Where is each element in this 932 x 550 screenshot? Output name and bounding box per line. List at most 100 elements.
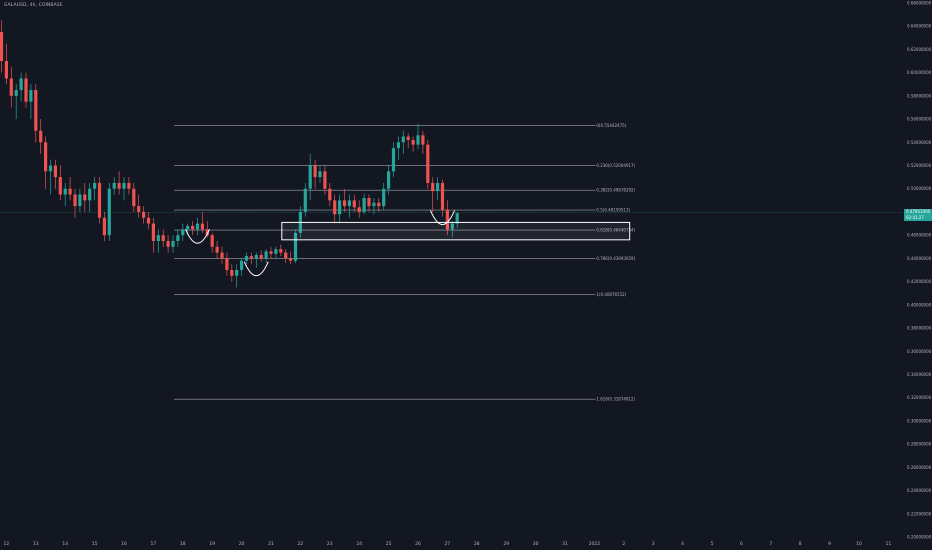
- price-tick-label: 0.62000000: [907, 47, 932, 52]
- candle: [338, 194, 342, 224]
- time-tick-label: 6: [740, 541, 743, 547]
- price-tick-label: 0.42000000: [907, 279, 932, 284]
- price-axis[interactable]: 0.66000000 0.64000000 0.62000000 0.60000000…: [907, 1, 932, 540]
- candle: [181, 223, 185, 241]
- annotations[interactable]: [185, 210, 631, 277]
- candle-body: [19, 78, 23, 91]
- candle: [357, 200, 361, 218]
- candle: [151, 217, 155, 253]
- candle-body: [455, 213, 459, 224]
- candle-body: [391, 148, 396, 172]
- candle: [289, 251, 293, 265]
- candle-body: [254, 254, 258, 259]
- candle-body: [264, 251, 268, 259]
- price-tick-label: 0.46000000: [907, 233, 932, 238]
- candle-body: [29, 90, 33, 102]
- candle: [450, 221, 454, 238]
- candle-body: [382, 188, 386, 207]
- candle-body: [161, 235, 165, 241]
- swing-low-arc: [243, 261, 269, 277]
- candle: [73, 188, 77, 218]
- time-tick-label: 23: [327, 541, 333, 547]
- candle: [29, 84, 33, 120]
- candle-body: [142, 211, 146, 218]
- candle-body: [215, 246, 219, 253]
- time-tick-label: 10: [856, 541, 862, 547]
- candle-body: [122, 182, 126, 189]
- candle: [372, 198, 376, 215]
- candle: [308, 153, 312, 201]
- time-tick-label: 16: [121, 541, 127, 547]
- candle: [230, 264, 234, 282]
- candle-body: [78, 194, 82, 207]
- candle-body: [181, 229, 185, 236]
- time-axis[interactable]: 12 13 14 15 16 17 18 19 20 21 22 23 24 25 26 27 28 29 30 31…: [4, 541, 892, 547]
- time-tick-label: 19: [209, 541, 215, 547]
- candle: [220, 246, 224, 265]
- candle: [225, 252, 229, 276]
- candle-body: [73, 194, 77, 207]
- price-tick-label: 0.54000000: [907, 140, 932, 145]
- candle: [34, 84, 38, 143]
- candle: [352, 194, 356, 212]
- time-tick-label: 4: [681, 541, 684, 547]
- candle-body: [318, 171, 322, 178]
- candle-body: [171, 240, 175, 247]
- time-tick-label: 21: [268, 541, 274, 547]
- candle-body: [347, 200, 351, 207]
- candle-body: [279, 249, 283, 253]
- candle: [0, 20, 4, 73]
- fib-level-label: 0.236(0.52004917): [596, 163, 635, 168]
- candle: [102, 211, 106, 241]
- candle-body: [48, 165, 53, 172]
- candle: [342, 188, 347, 212]
- time-tick-label: 2022: [589, 541, 601, 547]
- time-tick-label: 8: [799, 541, 802, 547]
- candle: [333, 194, 337, 224]
- candle: [161, 229, 165, 247]
- time-tick-label: 15: [92, 541, 98, 547]
- candle: [436, 177, 440, 201]
- candle: [391, 142, 396, 178]
- candle: [426, 139, 430, 189]
- price-tick-label: 0.20000000: [907, 535, 932, 540]
- candle: [9, 66, 13, 108]
- time-tick-label: 27: [445, 541, 451, 547]
- candle-body: [39, 130, 43, 143]
- candle-body: [338, 200, 342, 215]
- price-tick-label: 0.32000000: [907, 395, 932, 400]
- candle: [44, 136, 48, 189]
- candle: [83, 182, 87, 212]
- time-tick-label: 13: [33, 541, 39, 547]
- candle-body: [372, 202, 376, 207]
- candle-body: [210, 235, 214, 247]
- candle-body: [293, 232, 298, 261]
- candle-body: [274, 249, 278, 254]
- candle: [132, 182, 136, 212]
- candle: [19, 72, 23, 102]
- candle-body: [289, 258, 293, 261]
- candle: [411, 136, 415, 152]
- candle: [107, 182, 111, 241]
- candle-body: [63, 188, 67, 195]
- candle-body: [406, 136, 410, 140]
- price-tick-label: 0.40000000: [907, 302, 932, 307]
- price-tick-label: 0.22000000: [907, 511, 932, 516]
- candle: [303, 182, 307, 217]
- candle: [445, 200, 449, 236]
- candle: [137, 194, 141, 218]
- candle-body: [4, 61, 8, 79]
- candle-body: [362, 198, 366, 212]
- candle-body: [191, 225, 195, 230]
- candle-body: [411, 139, 415, 145]
- candle-body: [367, 198, 371, 207]
- fibonacci-retracement[interactable]: 0(0.55442475) 0.236(0.52004917) 0.382(0.49…: [0, 123, 903, 402]
- candle-body: [58, 177, 62, 195]
- candle: [39, 119, 43, 154]
- price-tick-label: 0.24000000: [907, 488, 932, 493]
- candle: [387, 165, 391, 195]
- candle-body: [24, 78, 28, 102]
- candle: [284, 249, 288, 264]
- candle-body: [313, 165, 317, 178]
